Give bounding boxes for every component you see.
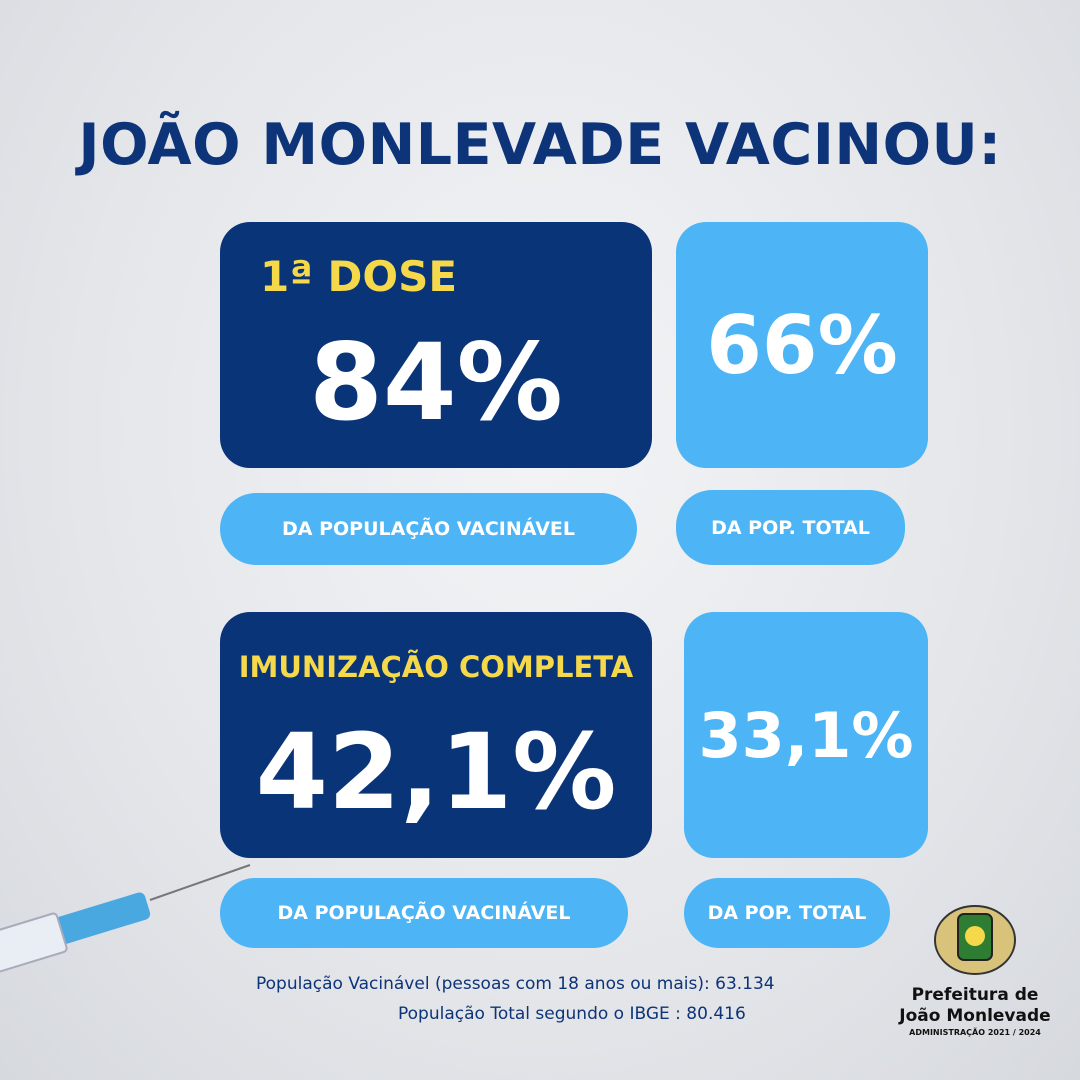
logo-admin: ADMINISTRAÇÃO 2021 / 2024 xyxy=(909,1028,1041,1037)
city-crest xyxy=(934,905,1016,975)
first-dose-box: 1ª DOSE 84% xyxy=(220,222,652,468)
logo-line: Prefeitura de xyxy=(911,985,1039,1005)
complete-box: IMUNIZAÇÃO COMPLETA 42,1% xyxy=(220,612,652,858)
logo-line: João Monlevade xyxy=(899,1006,1051,1026)
first-dose-label: 1ª DOSE xyxy=(260,252,458,301)
complete-total: 33,1% xyxy=(684,612,928,858)
syringe-illustration xyxy=(0,864,251,981)
logo: Prefeitura de João Monlevade ADMINISTRAÇ… xyxy=(880,985,1070,1039)
footnote: População Vacinável (pessoas com 18 anos… xyxy=(256,974,775,994)
complete-total-caption: DA POP. TOTAL xyxy=(684,878,890,948)
first-dose-total: 66% xyxy=(676,222,928,468)
complete-label: IMUNIZAÇÃO COMPLETA xyxy=(238,650,634,684)
complete-vaccinable-caption: DA POPULAÇÃO VACINÁVEL xyxy=(220,878,628,948)
footnote: População Total segundo o IBGE : 80.416 xyxy=(398,1004,746,1024)
first-dose-vaccinable-caption: DA POPULAÇÃO VACINÁVEL xyxy=(220,493,637,565)
first-dose-vaccinable: 84% xyxy=(309,320,563,444)
complete-vaccinable: 42,1% xyxy=(255,711,617,833)
title: JOÃO MONLEVADE VACINOU: xyxy=(78,112,1002,178)
first-dose-total-caption: DA POP. TOTAL xyxy=(676,490,905,565)
